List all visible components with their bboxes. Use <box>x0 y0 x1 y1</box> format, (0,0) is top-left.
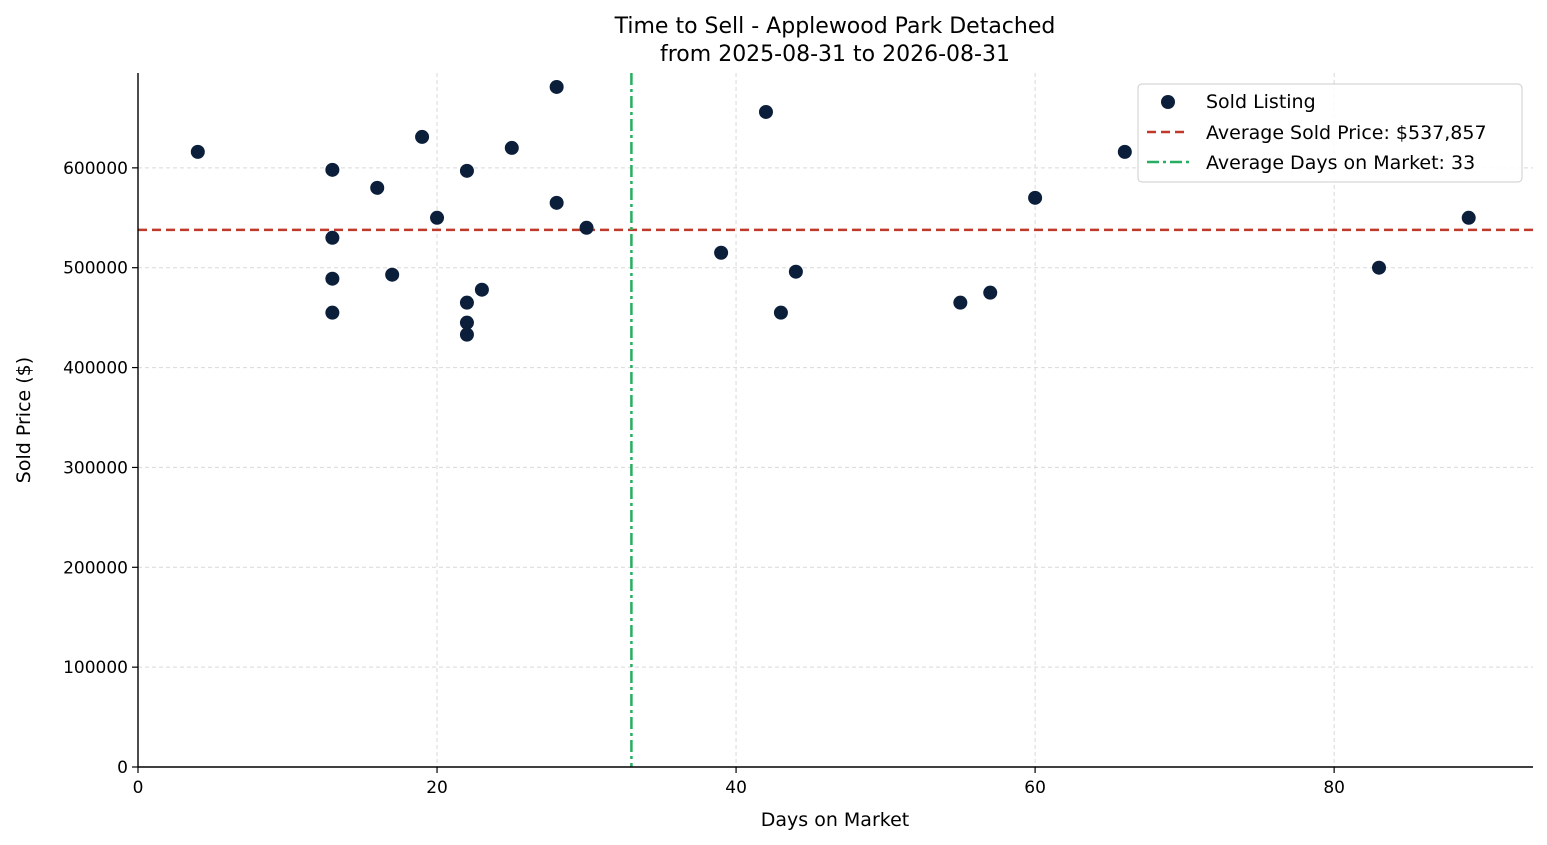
y-tick-label: 200000 <box>63 558 128 578</box>
data-point <box>325 305 340 320</box>
x-tick-label: 80 <box>1323 778 1345 798</box>
legend-label-average-price: Average Sold Price: $537,857 <box>1206 122 1487 144</box>
data-point <box>549 79 564 94</box>
data-point <box>474 282 489 297</box>
data-point <box>325 271 340 286</box>
data-point <box>504 140 519 155</box>
tick-labels: 0 20 40 60 80 0 100000 200000 300000 400000 500000… <box>63 159 1345 798</box>
data-point <box>983 285 998 300</box>
x-axis-label: Days on Market <box>761 809 909 831</box>
legend-label-average-days: Average Days on Market: 33 <box>1206 152 1475 174</box>
data-point <box>788 264 803 279</box>
data-point <box>415 129 430 144</box>
axes <box>132 73 1533 773</box>
y-tick-label: 600000 <box>63 159 128 179</box>
x-tick-label: 60 <box>1024 778 1046 798</box>
data-point <box>385 267 400 282</box>
y-tick-label: 400000 <box>63 359 128 379</box>
data-point <box>459 295 474 310</box>
data-point <box>579 220 594 235</box>
data-point <box>325 230 340 245</box>
y-tick-label: 0 <box>117 758 128 778</box>
y-tick-label: 300000 <box>63 458 128 478</box>
data-point <box>325 162 340 177</box>
y-tick-label: 100000 <box>63 658 128 678</box>
legend-box <box>1137 83 1523 183</box>
y-tick-label: 500000 <box>63 259 128 279</box>
data-point <box>714 245 729 260</box>
data-point <box>953 295 968 310</box>
reference-lines <box>138 73 1533 767</box>
x-tick-label: 40 <box>725 778 747 798</box>
chart-subtitle: from 2025-08-31 to 2026-08-31 <box>660 42 1010 67</box>
legend: Sold Listing Average Sold Price: $537,85… <box>1137 83 1523 183</box>
data-point <box>1028 190 1043 205</box>
data-points <box>190 79 1476 342</box>
data-point <box>459 327 474 342</box>
data-point <box>773 305 788 320</box>
data-point <box>430 210 445 225</box>
data-point <box>1461 210 1476 225</box>
legend-marker-sold-listing <box>1161 95 1175 109</box>
x-tick-label: 0 <box>133 778 144 798</box>
data-point <box>190 144 205 159</box>
data-point <box>758 104 773 119</box>
data-point <box>459 315 474 330</box>
data-point <box>1371 260 1386 275</box>
legend-label-sold-listing: Sold Listing <box>1206 91 1316 113</box>
data-point <box>1117 144 1132 159</box>
x-tick-label: 20 <box>426 778 448 798</box>
data-point <box>549 195 564 210</box>
data-point <box>370 180 385 195</box>
y-axis-label: Sold Price ($) <box>13 357 35 483</box>
chart-title: Time to Sell - Applewood Park Detached <box>614 14 1056 39</box>
data-point <box>459 163 474 178</box>
